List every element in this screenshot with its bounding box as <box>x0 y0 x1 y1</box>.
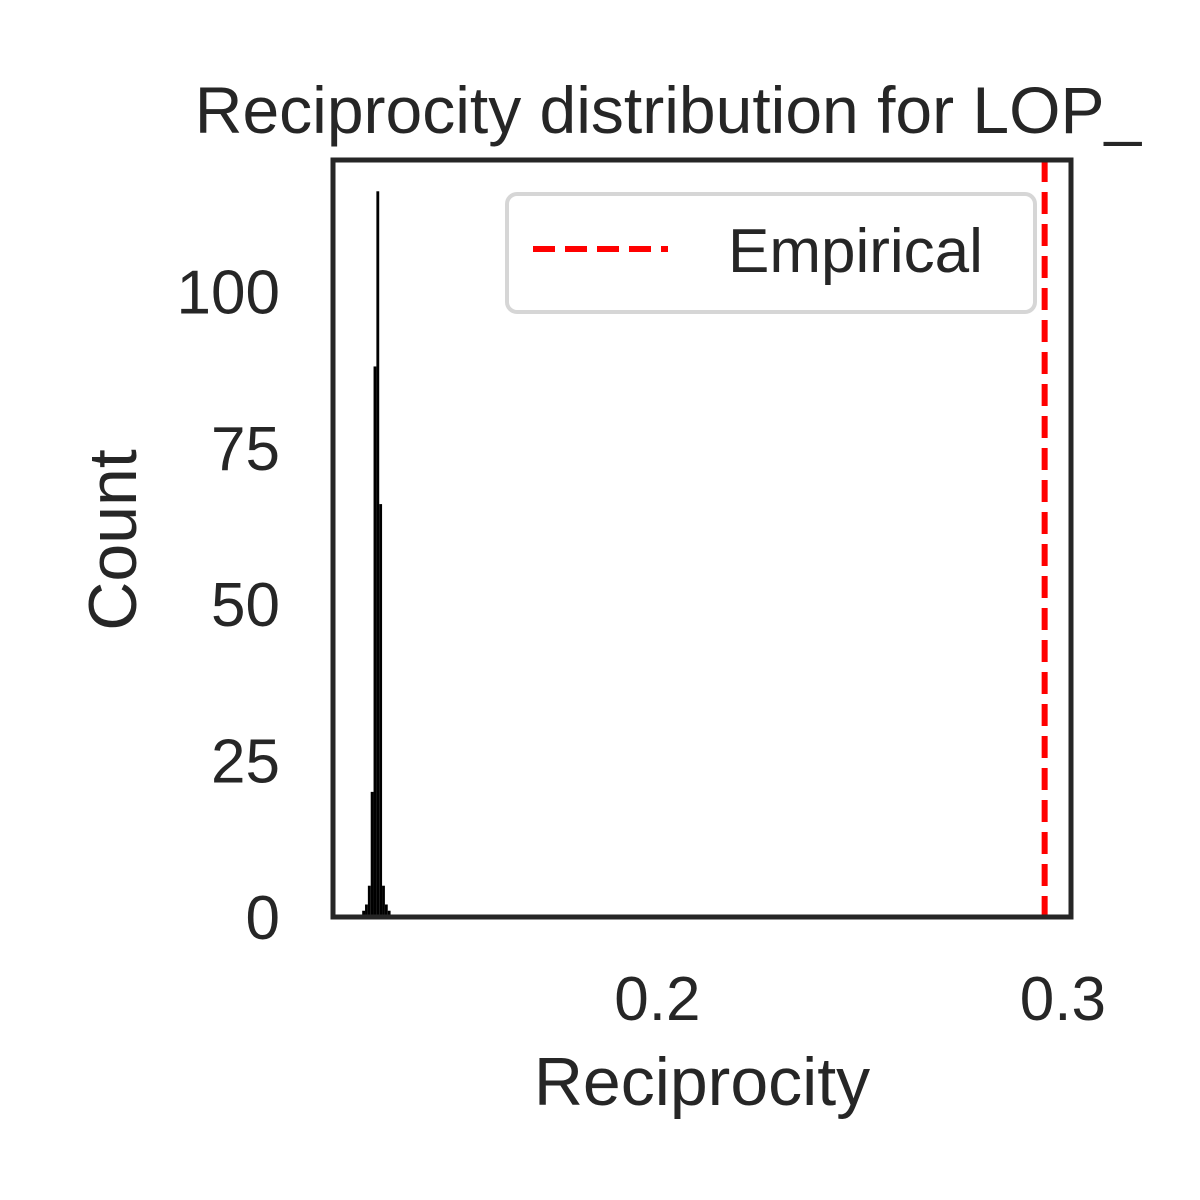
histogram-bar <box>382 885 385 917</box>
x-tick-labels: 0.2 0.3 <box>614 965 1106 1034</box>
plot-frame <box>330 157 1074 920</box>
y-tick-label: 25 <box>211 728 280 797</box>
y-axis-label: Count <box>75 449 151 631</box>
histogram-bar <box>379 504 383 917</box>
histogram-bar <box>384 904 388 917</box>
y-tick-label: 50 <box>211 571 280 640</box>
histogram-bar <box>387 910 391 917</box>
y-tick-label: 75 <box>211 415 280 484</box>
y-tick-label: 100 <box>177 258 280 327</box>
chart-title: Reciprocity distribution for LOP_ <box>195 73 1143 147</box>
x-tick-label: 0.3 <box>1020 965 1106 1034</box>
y-tick-labels: 0 25 50 75 100 <box>177 258 280 953</box>
x-tick-label: 0.2 <box>614 965 700 1034</box>
x-axis-label: Reciprocity <box>534 1044 870 1120</box>
histogram-bar <box>367 885 371 917</box>
histogram-bar <box>370 791 374 917</box>
legend-box <box>505 192 1037 314</box>
legend-label-empirical: Empirical <box>728 217 983 286</box>
y-tick-label: 0 <box>246 884 280 953</box>
legend: Empirical <box>505 192 1037 314</box>
histogram-bar <box>376 191 380 917</box>
histogram-bar <box>362 910 366 917</box>
histogram-bars <box>362 191 391 917</box>
histogram-bar <box>373 366 377 917</box>
histogram-bar <box>365 904 368 917</box>
